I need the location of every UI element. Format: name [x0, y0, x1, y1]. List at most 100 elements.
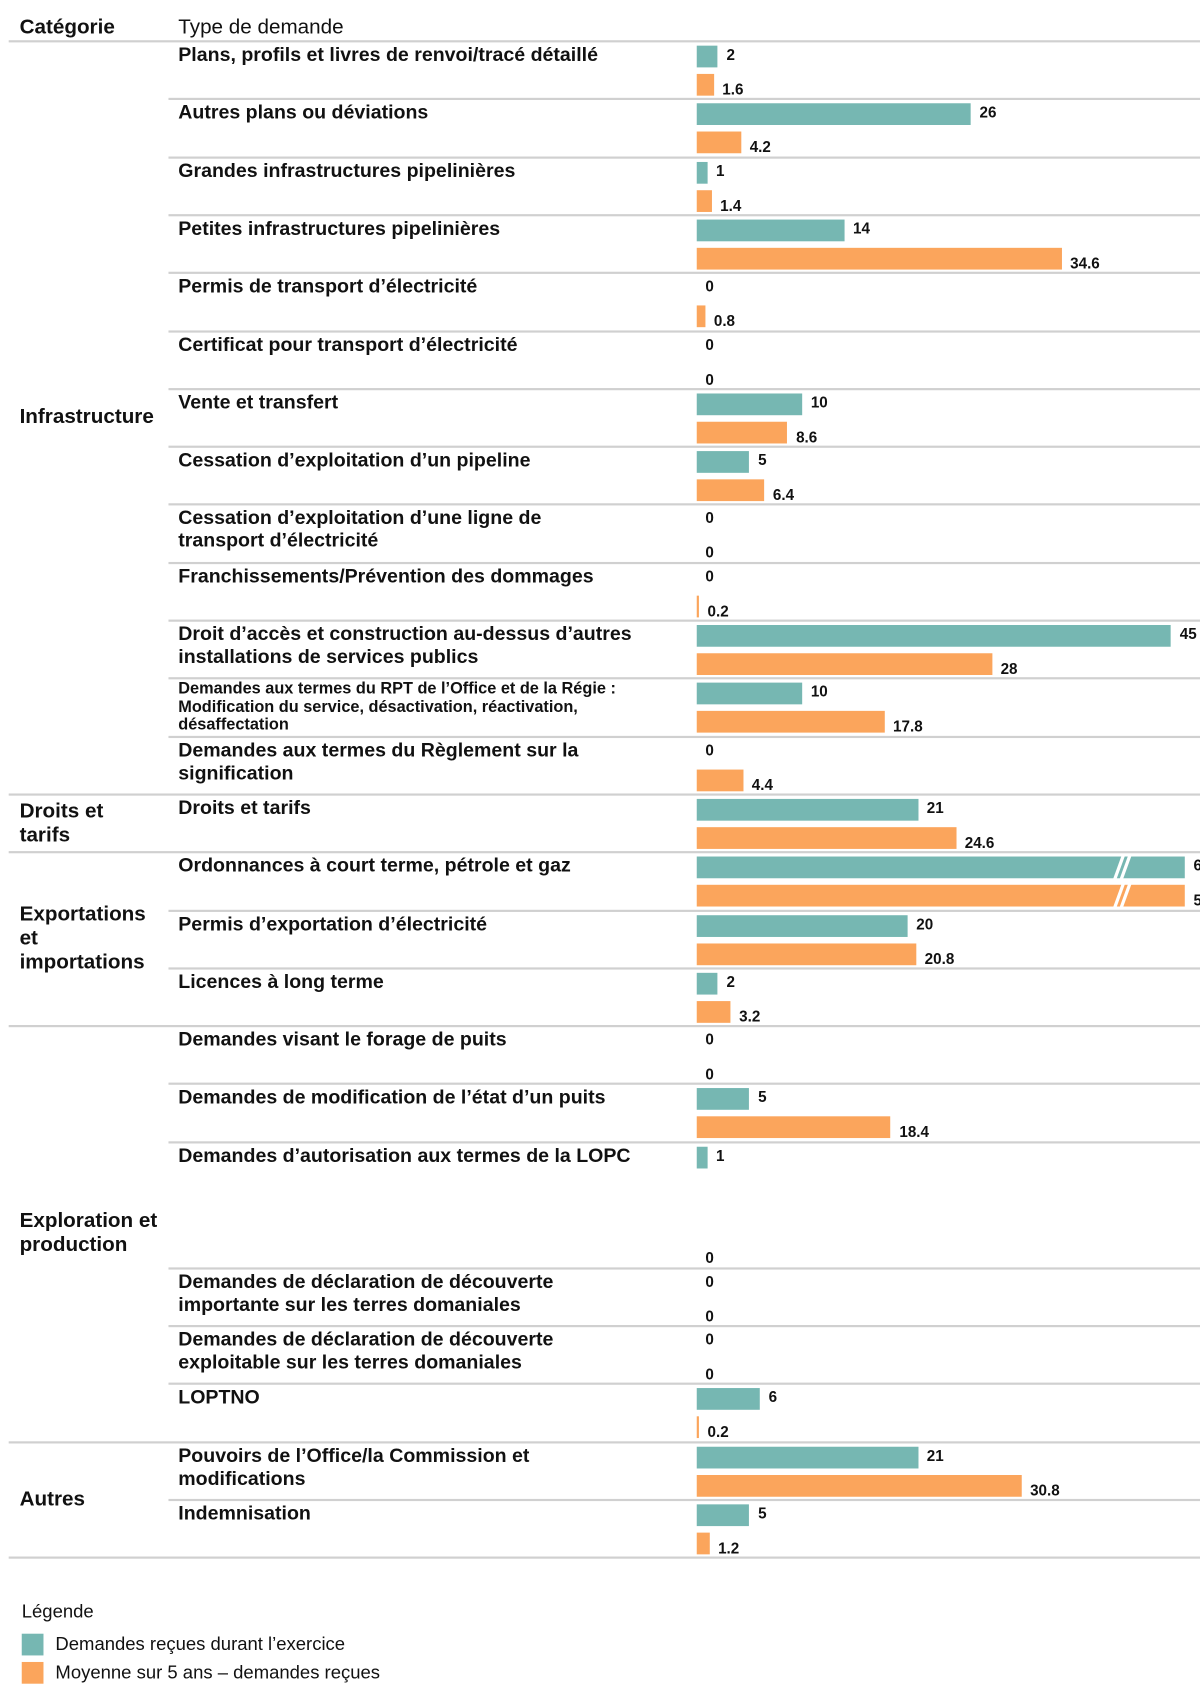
value-label: 8.6 [796, 428, 818, 446]
bar [696, 479, 765, 502]
value-label: 34.6 [1070, 254, 1100, 272]
bar [696, 1088, 750, 1111]
value-label: 0 [705, 740, 714, 759]
value-label: 10 [810, 682, 828, 701]
bar [696, 942, 916, 965]
row-label: Droit d’accès et construction au-dessus … [178, 622, 632, 668]
value-label: 20 [916, 914, 934, 933]
bar [696, 103, 971, 126]
value-label: 0 [705, 335, 714, 353]
row-line [168, 329, 1200, 333]
value-label: 5 [758, 451, 767, 469]
row-label: Plans, profils et livres de renvoi/tracé… [178, 43, 598, 66]
value-label: 1 [715, 1146, 725, 1164]
header-line [8, 40, 1200, 43]
group-line [8, 793, 1200, 796]
row-label: Indemnisation [178, 1502, 311, 1524]
bar [696, 421, 788, 444]
row-line [168, 445, 1200, 448]
legend-swatch [21, 1661, 44, 1684]
value-label: 45 [1179, 625, 1197, 643]
row-label: Demandes de déclaration de découverte ex… [178, 1328, 554, 1373]
row-line [168, 98, 1200, 101]
value-label: 55 [1193, 889, 1200, 911]
row-label: Vente et transfert [178, 391, 339, 413]
value-label: 0 [705, 277, 714, 295]
column-header: Type de demande [178, 16, 344, 40]
bar [696, 856, 1185, 879]
value-label: 5 [758, 1504, 767, 1522]
bar [696, 1446, 919, 1469]
legend-label: Moyenne sur 5 ans – demandes reçues [55, 1661, 381, 1683]
row-label: Licences à long terme [178, 970, 384, 993]
value-label: 0.8 [713, 312, 736, 330]
value-label: 0 [705, 567, 714, 585]
bar [696, 161, 708, 184]
value-label: 20.8 [924, 949, 955, 967]
bar [696, 595, 699, 618]
bar [696, 1388, 760, 1411]
value-label: 30.8 [1030, 1481, 1060, 1499]
bar [696, 1000, 731, 1023]
value-label: 0 [705, 543, 714, 562]
value-label: 28 [1000, 659, 1018, 678]
bar [696, 305, 706, 328]
value-label: 17.8 [893, 717, 923, 736]
value-label: 0.2 [707, 601, 729, 620]
column-header: Catégorie [19, 16, 115, 40]
bar [696, 393, 803, 415]
bar [696, 1116, 891, 1139]
row-label: Permis de transport d’électricité [178, 275, 478, 297]
row-label: Cessation d’exploitation d’une ligne de … [178, 506, 542, 552]
value-label: 10 [810, 393, 828, 411]
value-label: 0 [705, 509, 714, 527]
row-line [168, 677, 1200, 680]
bar [696, 219, 845, 242]
group-line [8, 1025, 1200, 1028]
value-label: 0 [705, 370, 714, 388]
value-label: 21 [926, 798, 944, 817]
value-label: 18.4 [899, 1123, 929, 1141]
row-line [168, 619, 1200, 622]
row-label: Franchissements/Prévention des dommages [178, 564, 594, 587]
value-label: 26 [979, 103, 997, 121]
row-label: Permis d’exportation d’électricité [178, 912, 488, 935]
value-label: 5 [758, 1088, 767, 1106]
value-label: 14 [853, 219, 870, 237]
bar [696, 682, 803, 705]
bar [696, 653, 992, 676]
row-label: Cessation d’exploitation d’un pipeline [178, 449, 531, 471]
category-label: Infrastructure [19, 405, 154, 429]
bar [696, 1474, 1022, 1497]
row-line [168, 1325, 1200, 1328]
bar [696, 798, 919, 821]
row-label: Certificat pour transport d’électricité [178, 333, 518, 355]
row-label: Autres plans ou déviations [178, 101, 429, 124]
row-line [168, 1083, 1200, 1086]
value-label: 0 [705, 1248, 714, 1266]
bar [696, 711, 885, 733]
row-line [168, 1498, 1200, 1501]
bar [696, 914, 908, 937]
bar [696, 884, 1185, 907]
row-label: Pouvoirs de l’Office/la Commission et mo… [178, 1444, 530, 1489]
row-line [168, 271, 1200, 275]
row-line [168, 156, 1200, 159]
bar [696, 1146, 708, 1169]
row-label: Grandes infrastructures pipelinières [178, 159, 516, 182]
bar [696, 625, 1172, 647]
row-label: Demandes d’autorisation aux termes de la… [178, 1144, 631, 1166]
legend-label: Demandes reçues durant l’exercice [55, 1633, 346, 1655]
row-line [168, 503, 1200, 506]
value-label: 1.4 [720, 196, 742, 214]
bar [696, 131, 742, 154]
value-label: 4.4 [751, 775, 773, 794]
value-label: 0.2 [707, 1423, 729, 1441]
group-line [8, 1440, 1200, 1444]
value-label: 0 [705, 1365, 714, 1383]
row-line [168, 1267, 1200, 1270]
group-line [8, 851, 1200, 854]
value-label: 24.6 [964, 833, 995, 851]
